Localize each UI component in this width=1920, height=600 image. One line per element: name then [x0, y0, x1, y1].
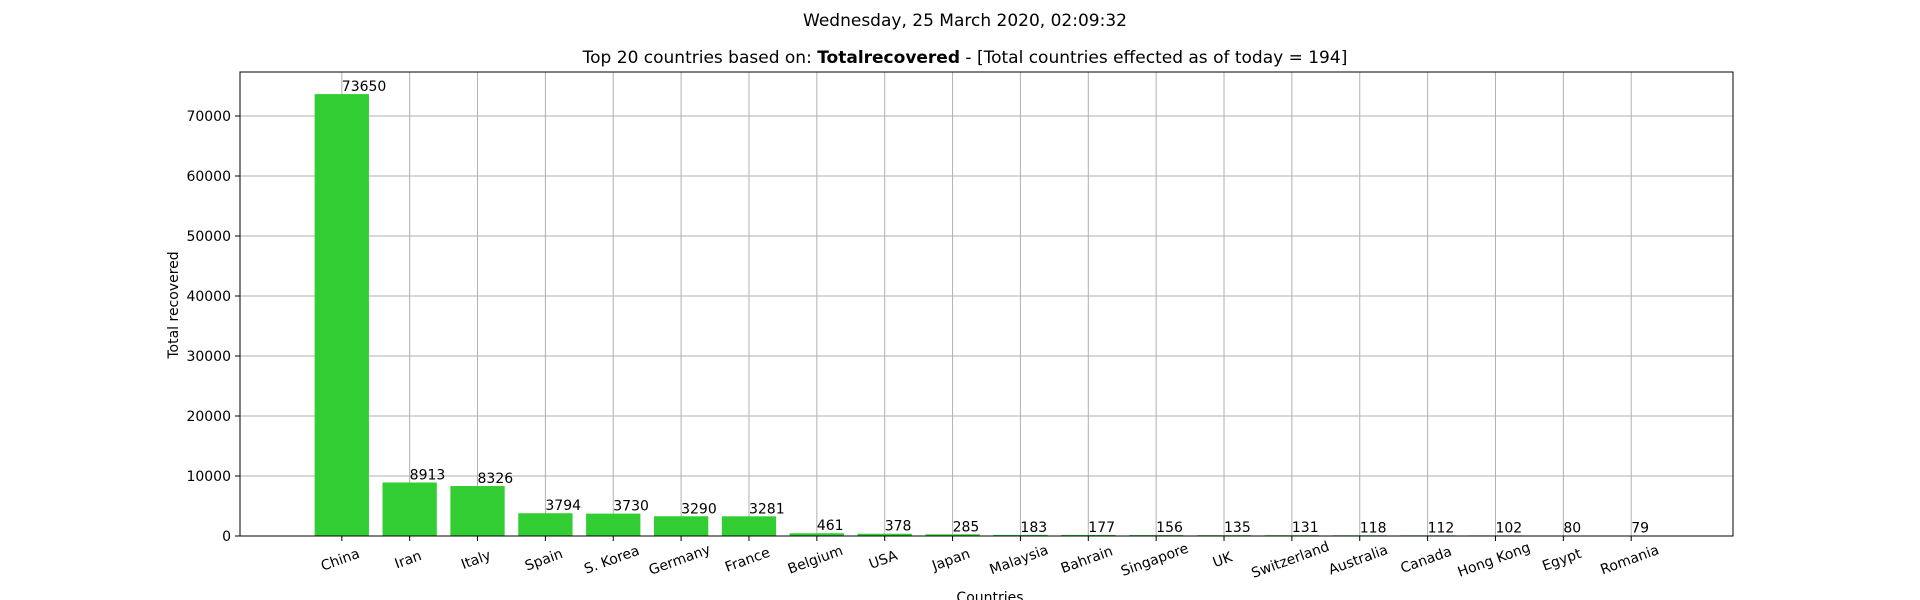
y-tick-label: 70000	[186, 109, 231, 125]
y-tick-label: 50000	[186, 229, 231, 245]
bar	[789, 533, 844, 536]
bar	[653, 516, 709, 536]
x-tick-label: Hong Kong	[1456, 540, 1533, 581]
x-tick-label: USA	[867, 548, 900, 573]
x-tick-label: Romania	[1598, 542, 1661, 578]
x-tick-label: Italy	[459, 548, 493, 573]
x-axis-label: Countries	[956, 590, 1023, 600]
bar-value-label: 285	[953, 519, 980, 535]
bar-value-label: 8913	[410, 468, 446, 484]
y-tick-label: 10000	[186, 469, 231, 485]
bar-value-label: 3281	[749, 501, 785, 517]
bar	[857, 533, 912, 536]
x-tick-label: Germany	[647, 542, 713, 579]
bar-value-label: 156	[1156, 520, 1183, 536]
x-tick-label: UK	[1211, 549, 1235, 571]
chart-suptitle: Wednesday, 25 March 2020, 02:09:32	[803, 11, 1127, 31]
bar	[925, 534, 980, 536]
bar-value-label: 102	[1495, 520, 1522, 536]
x-tick-label: Singapore	[1119, 541, 1191, 580]
bar-value-label: 8326	[478, 471, 514, 487]
y-axis-ticks: 0 10000 20000 30000 40000 50000 60000 70000	[186, 109, 240, 545]
y-tick-label: 0	[222, 529, 231, 545]
bar	[721, 516, 777, 536]
bar-value-label: 378	[885, 519, 912, 535]
x-tick-label: Malaysia	[988, 542, 1051, 578]
x-tick-label: Iran	[393, 548, 424, 572]
bar-value-label: 183	[1020, 520, 1047, 536]
plot-frame	[239, 71, 1734, 537]
bar-value-label: 3794	[545, 498, 581, 514]
bar-value-label: 112	[1428, 520, 1455, 536]
x-tick-label: China	[319, 546, 362, 575]
x-tick-label: Spain	[523, 546, 565, 574]
chart-title-suffix: - [Total countries effected as of today …	[960, 48, 1347, 68]
x-tick-label: Bahrain	[1059, 543, 1115, 577]
bar	[450, 486, 505, 536]
bar-value-label: 3290	[681, 501, 717, 517]
y-tick-label: 20000	[186, 409, 231, 425]
bar	[314, 94, 369, 537]
bar-value-label: 131	[1292, 520, 1319, 536]
x-tick-label: Belgium	[786, 543, 845, 578]
bar-value-label: 73650	[342, 79, 387, 95]
y-tick-label: 30000	[186, 349, 231, 365]
x-tick-label: Egypt	[1540, 546, 1584, 575]
chart-title-prefix: Top 20 countries based on:	[582, 48, 818, 68]
bar	[518, 513, 573, 536]
x-tick-label: Canada	[1398, 544, 1454, 577]
y-tick-label: 60000	[186, 169, 231, 185]
bar	[1061, 534, 1116, 536]
x-axis-ticks: China Iran Italy Spain S. Korea Germany France…	[319, 536, 1661, 582]
bar	[993, 534, 1048, 536]
bar-value-label: 118	[1360, 520, 1387, 536]
x-tick-label: Australia	[1327, 542, 1391, 578]
chart-title-metric: Totalrecovered	[817, 48, 960, 68]
bar	[382, 482, 437, 536]
bar-value-label: 461	[817, 518, 844, 534]
bar-value-label: 79	[1631, 521, 1649, 537]
x-tick-label: Switzerland	[1249, 539, 1331, 582]
bar-labels: 73650 8913 8326 3794 3730 3290 3281 461 378 285 18…	[342, 79, 1649, 536]
y-tick-label: 40000	[186, 289, 231, 305]
chart-title: Top 20 countries based on: Totalrecovere…	[582, 48, 1348, 68]
bar-value-label: 135	[1224, 520, 1251, 536]
bar-value-label: 177	[1088, 520, 1115, 536]
y-axis-label: Total recovered	[166, 251, 182, 359]
bars	[314, 94, 1659, 537]
x-tick-label: Japan	[929, 546, 972, 575]
grid	[240, 72, 1733, 537]
bar-value-label: 80	[1563, 521, 1581, 537]
x-tick-label: S. Korea	[582, 543, 641, 578]
bar	[586, 513, 641, 536]
x-tick-label: France	[723, 545, 772, 576]
bar-value-label: 3730	[613, 499, 649, 515]
